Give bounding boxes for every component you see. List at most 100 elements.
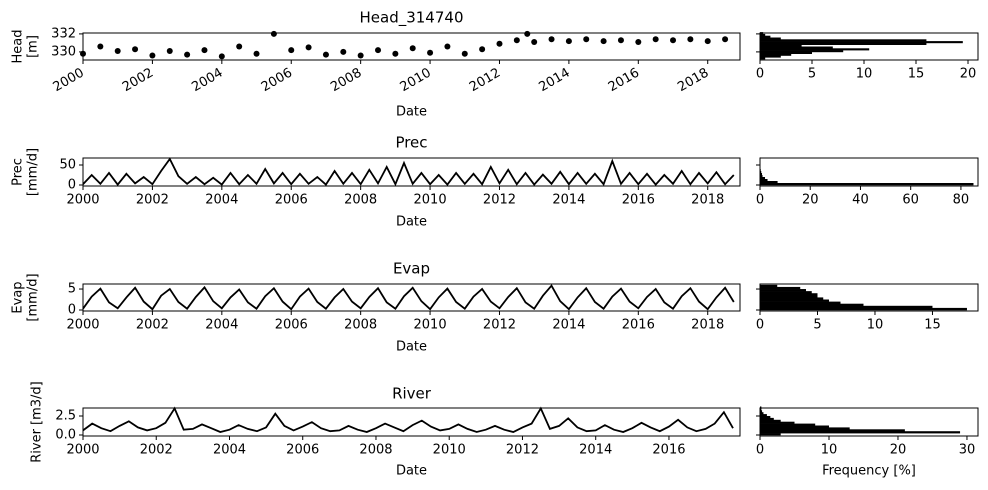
x-tick-label: 2012	[506, 443, 539, 458]
hist-bar	[760, 307, 967, 311]
x-tick-label: 2014	[552, 193, 585, 208]
x-tick-label: 2014	[536, 66, 572, 96]
hist-bar	[760, 408, 762, 411]
hist-x-axis-label: Frequency [%]	[822, 464, 916, 479]
hist-x-tick-label: 15	[908, 67, 925, 82]
x-tick-label: 2004	[205, 193, 238, 208]
hist-bar	[760, 299, 829, 302]
point	[375, 47, 382, 54]
hist-bar	[760, 425, 829, 428]
hist-x-tick-label: 20	[890, 443, 907, 458]
panel-title: Head_314740	[360, 9, 464, 28]
point	[114, 48, 121, 54]
y-axis-label: [m]	[26, 35, 41, 58]
x-tick-label: 2016	[652, 443, 685, 458]
x-tick-label: 2002	[136, 193, 169, 208]
hist-x-tick-label: 0	[756, 67, 764, 82]
x-tick-label: 2004	[205, 318, 238, 333]
hist-bar	[760, 295, 818, 298]
panel-title: River	[392, 385, 432, 403]
hist-bar	[760, 175, 763, 178]
x-tick-label: 2008	[359, 443, 392, 458]
hist-bar	[760, 177, 766, 180]
x-tick-label: 2000	[66, 443, 99, 458]
x-tick-label: 2002	[140, 443, 173, 458]
y-axis-label: [mm/d]	[26, 148, 41, 196]
hist-bar	[760, 35, 771, 38]
plot-frame	[82, 32, 741, 61]
point	[548, 36, 555, 43]
x-tick-label: 2008	[328, 66, 364, 96]
x-tick-label: 2000	[51, 66, 87, 96]
point	[253, 50, 260, 57]
hist-bar	[760, 42, 927, 45]
point	[687, 36, 694, 43]
y-tick-label: 50	[59, 158, 76, 173]
hist-bar	[760, 433, 781, 436]
hist-bar	[760, 39, 927, 42]
x-tick-label: 2010	[398, 66, 434, 96]
hist-bar	[760, 46, 833, 49]
x-tick-label: 2008	[344, 193, 377, 208]
y-tick-label: 0	[68, 178, 76, 193]
hist-frame	[759, 283, 979, 312]
hist-frame	[759, 32, 979, 61]
panel-title: Prec	[395, 134, 427, 152]
hist-frame	[759, 407, 979, 437]
hist-bar	[760, 423, 816, 426]
y-axis-label: Evap	[11, 281, 26, 313]
hist-x-tick-label: 10	[867, 318, 884, 333]
point	[600, 38, 607, 45]
point	[524, 30, 531, 37]
hist-x-tick-label: 5	[808, 67, 816, 82]
point	[166, 48, 173, 54]
x-axis-label: Date	[396, 340, 427, 355]
y-tick-label: 0	[68, 302, 76, 317]
point	[322, 51, 329, 58]
point	[218, 53, 225, 60]
series-line	[82, 284, 735, 311]
hist-x-tick-label: 20	[802, 193, 819, 208]
x-tick-label: 2002	[120, 66, 156, 96]
x-tick-label: 2016	[606, 66, 642, 96]
point	[288, 47, 295, 54]
hist-x-tick-label: 10	[821, 443, 838, 458]
plot-frame	[82, 407, 741, 437]
y-tick-label: 2.5	[55, 408, 76, 423]
hist-x-tick-label: 80	[953, 193, 970, 208]
point	[270, 30, 277, 37]
x-axis-label: Date	[396, 105, 427, 120]
x-tick-label: 2012	[483, 193, 516, 208]
hist-bar	[760, 57, 766, 60]
hist-bar	[760, 44, 802, 47]
point	[236, 43, 243, 50]
y-axis-label: [mm/d]	[26, 273, 41, 321]
hist-bar	[760, 291, 812, 294]
x-tick-label: 2016	[622, 193, 655, 208]
point	[652, 36, 659, 43]
y-tick-label: 330	[51, 44, 76, 59]
point	[583, 36, 590, 43]
x-tick-label: 2006	[259, 66, 295, 96]
x-tick-label: 2010	[414, 318, 447, 333]
x-tick-label: 2004	[213, 443, 246, 458]
y-tick-label: 332	[51, 26, 76, 41]
point	[496, 40, 503, 47]
point	[670, 37, 677, 44]
hist-bar	[760, 286, 801, 290]
hist-bar	[760, 410, 763, 413]
hist-bar	[760, 427, 850, 430]
point	[149, 52, 156, 59]
hist-bar	[760, 179, 768, 182]
hist-bar	[760, 305, 933, 309]
y-tick-label: 0.0	[55, 428, 76, 443]
hist-bar	[760, 181, 778, 184]
hist-x-tick-label: 60	[902, 193, 919, 208]
hist-x-tick-label: 0	[756, 193, 764, 208]
point	[392, 50, 399, 57]
hist-bar	[760, 55, 781, 58]
x-tick-label: 2004	[189, 66, 225, 96]
point	[531, 39, 538, 45]
hist-bar	[760, 183, 974, 186]
y-tick-label: 5	[68, 282, 76, 297]
